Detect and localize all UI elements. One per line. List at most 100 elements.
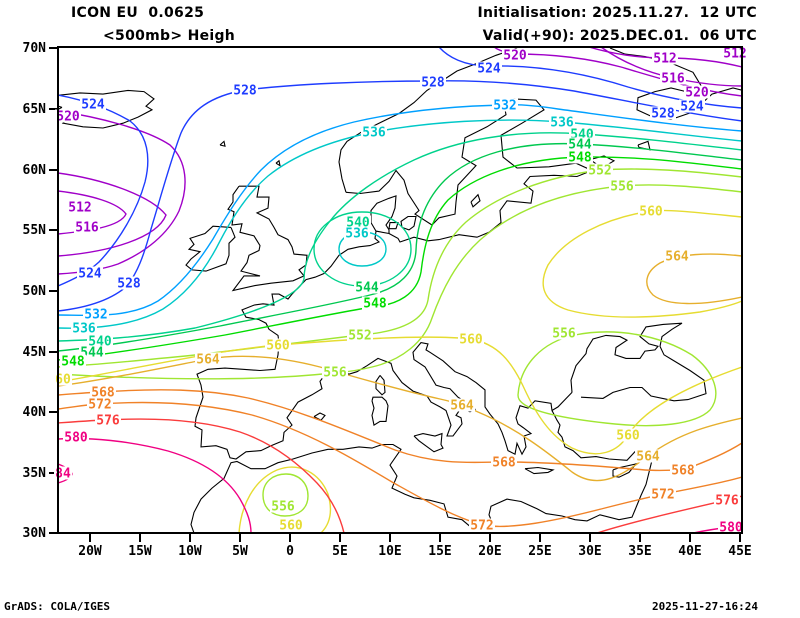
contour-label-552: 552 [348,329,371,344]
model-title: ICON EU 0.0625 [71,5,205,21]
contour-label-564: 564 [196,353,220,368]
contour-label-572: 572 [651,488,674,503]
contour-label-556: 556 [323,366,347,381]
contour-label-520: 520 [685,86,709,101]
contour-label-544: 544 [80,346,104,361]
coastline-britain [227,185,308,292]
contour-516 [58,172,167,257]
lat-tick-label: 45N [23,345,47,360]
contour-label-584: 84 [55,467,71,482]
contour-label-564: 564 [636,450,660,465]
contour-556 [262,473,309,517]
contour-label-564: 564 [665,250,689,265]
contour-label-560: 60 [55,373,71,388]
contours-layer [58,47,742,533]
lon-tick-label: 5E [332,544,348,559]
lon-tick-label: 10W [178,544,202,559]
contour-label-560: 560 [639,205,663,220]
contour-label-572: 572 [88,398,111,413]
lat-tick-label: 55N [23,223,47,238]
lon-tick-label: 45E [728,544,751,559]
coastline-norway-west [338,47,520,193]
contour-520 [58,110,186,275]
contour-label-532: 532 [84,308,107,323]
contour-label-520: 520 [56,110,80,125]
contour-label-576: 576 [715,494,739,509]
lat-tick-label: 50N [23,284,47,299]
contour-label-552: 552 [588,164,611,179]
coastline-ireland [185,225,236,272]
lon-tick-label: 35E [628,544,651,559]
contour-label-560: 560 [616,429,640,444]
contour-label-528: 528 [421,76,445,91]
contour-label-544: 544 [355,281,379,296]
contour-label-512: 512 [653,52,676,67]
contour-label-572: 572 [470,519,493,534]
contour-label-580: 580 [719,521,743,536]
contour-label-576: 576 [96,414,120,429]
contour-label-516: 516 [75,221,99,236]
coastline-west-europe-med [194,231,573,460]
axes-layer: 70N 65N 60N 55N 50N 45N 40N 35N 30N 20W 15W 10W 5W 0 5… [23,41,752,559]
contour-labels-layer: 5205125165245245285325365405445486056857… [54,46,748,536]
contour-532 [58,104,742,317]
contour-label-560: 560 [266,339,290,354]
contour-label-532: 532 [493,99,516,114]
coastline-shetland [275,159,281,167]
contour-label-556: 556 [271,500,295,515]
coastline-funen [388,222,399,230]
contour-label-548: 548 [568,151,592,166]
coastline-anatolia-levant-africa [190,410,653,533]
grads-credit: GrADS: COLA/IGES [4,600,110,613]
contour-label-528: 528 [117,277,141,292]
coastline-corsica [375,375,386,396]
contour-580 [58,437,252,533]
contour-572 [58,401,742,528]
contour-label-524: 524 [81,98,105,113]
contour-label-536: 536 [362,126,386,141]
contour-label-528: 528 [233,84,257,99]
contour-label-524: 524 [680,100,704,115]
coastlines-layer [58,47,742,533]
contour-label-536: 536 [345,227,369,242]
contour-label-520: 520 [503,49,527,64]
contour-label-516: 516 [661,72,685,87]
coastline-sardinia [371,396,389,426]
coastline-cyprus [612,463,638,478]
contour-label-512: 512 [723,47,746,62]
coastline-faroe [219,140,226,147]
contour-label-568: 568 [91,386,115,401]
contour-560 [542,209,742,318]
lon-tick-label: 40E [678,544,701,559]
valid-time: Valid(+90): 2025.DEC.01. 06 UTC [482,28,757,44]
contour-label-560: 560 [459,333,483,348]
contour-label-556: 556 [552,327,576,342]
coastline-zealand [400,215,417,231]
lon-tick-label: 20W [78,544,102,559]
lat-tick-label: 65N [23,102,47,117]
lon-tick-label: 0 [286,544,294,559]
map-frame [57,46,743,534]
render-timestamp: 2025-11-27-16:24 [652,600,758,613]
coastline-sweden-baltic [345,98,594,243]
lon-tick-label: 20E [478,544,501,559]
lat-tick-label: 30N [23,526,47,541]
lon-tick-label: 25E [528,544,551,559]
contour-556 [517,331,717,427]
contour-label-564: 564 [450,399,474,414]
contour-label-568: 568 [492,456,516,471]
contour-label-548: 548 [61,355,85,370]
contour-label-568: 568 [671,464,695,479]
contour-label-544: 544 [568,138,592,153]
lat-tick-label: 70N [23,41,47,56]
contour-label-536: 536 [550,116,574,131]
contour-528 [58,80,742,312]
lat-tick-label: 35N [23,466,47,481]
coastline-sicily [413,432,444,453]
contour-576 [58,418,345,533]
contour-540 [313,211,412,287]
contour-label-528: 528 [651,107,675,122]
lon-tick-label: 15W [128,544,152,559]
